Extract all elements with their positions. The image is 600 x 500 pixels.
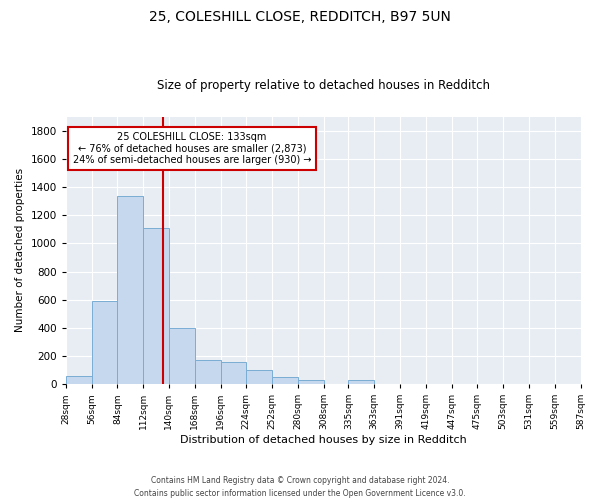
Y-axis label: Number of detached properties: Number of detached properties (15, 168, 25, 332)
Title: Size of property relative to detached houses in Redditch: Size of property relative to detached ho… (157, 79, 490, 92)
Text: 25, COLESHILL CLOSE, REDDITCH, B97 5UN: 25, COLESHILL CLOSE, REDDITCH, B97 5UN (149, 10, 451, 24)
Bar (298, 380, 323, 384)
Bar (272, 377, 298, 384)
Bar (92, 301, 118, 384)
Bar (246, 370, 272, 384)
Bar (66, 376, 92, 384)
X-axis label: Distribution of detached houses by size in Redditch: Distribution of detached houses by size … (180, 435, 467, 445)
Text: Contains HM Land Registry data © Crown copyright and database right 2024.
Contai: Contains HM Land Registry data © Crown c… (134, 476, 466, 498)
Bar (195, 360, 221, 384)
Bar (169, 328, 195, 384)
Text: 25 COLESHILL CLOSE: 133sqm
← 76% of detached houses are smaller (2,873)
24% of s: 25 COLESHILL CLOSE: 133sqm ← 76% of deta… (73, 132, 311, 166)
Bar (143, 228, 169, 384)
Bar (118, 196, 143, 384)
Bar (349, 380, 374, 384)
Bar (221, 362, 246, 384)
